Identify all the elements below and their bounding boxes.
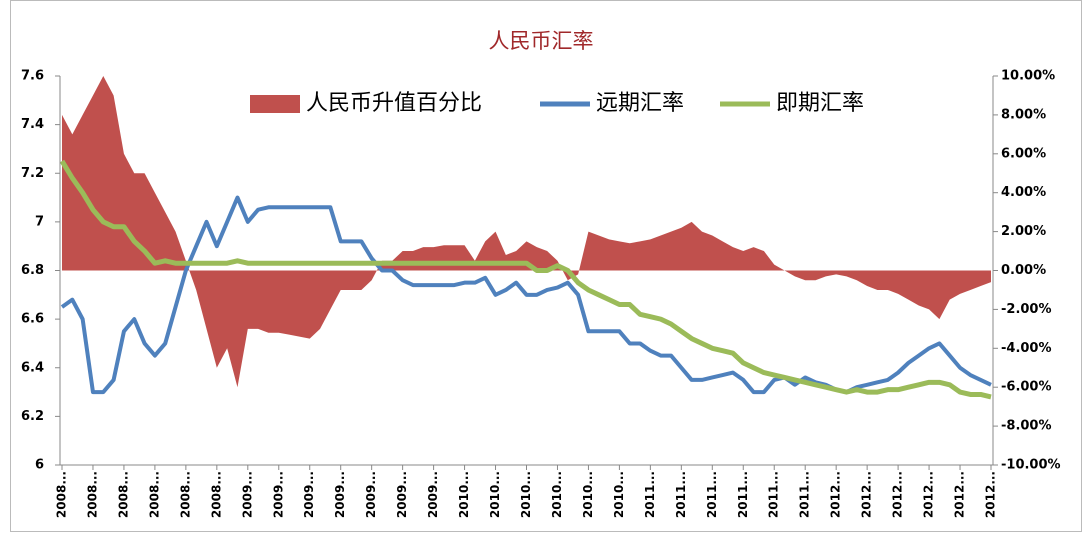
y-tick-label: 6.2 xyxy=(21,409,44,424)
x-tick-label: 2008... xyxy=(147,471,161,518)
x-tick-label: 2011... xyxy=(674,471,688,518)
x-tick-label: 2012... xyxy=(984,471,998,518)
y2-tick-label: 4.00% xyxy=(1001,185,1046,200)
x-tick-label: 2009... xyxy=(426,471,440,518)
y-tick-label: 6.4 xyxy=(21,360,44,375)
y2-tick-label: -8.00% xyxy=(1001,419,1052,434)
y2-tick-label: 2.00% xyxy=(1001,224,1046,239)
x-tick-label: 2011... xyxy=(736,471,750,518)
y2-tick-label: -10.00% xyxy=(1001,458,1061,473)
x-tick-label: 2009... xyxy=(240,471,254,518)
y-tick-label: 6 xyxy=(35,458,44,473)
y2-tick-label: 6.00% xyxy=(1001,146,1046,161)
y-tick-label: 7.6 xyxy=(21,69,44,84)
x-tick-label: 2008... xyxy=(85,471,99,518)
legend-swatch xyxy=(250,95,300,113)
line xyxy=(59,159,992,400)
y-tick-label: 7.4 xyxy=(21,117,44,132)
y2-tick-label: -4.00% xyxy=(1001,341,1052,356)
x-tick-label: 2009... xyxy=(364,471,378,518)
x-tick-label: 2010... xyxy=(612,471,626,518)
x-tick-label: 2012... xyxy=(953,471,967,518)
legend-label: 人民币升值百分比 xyxy=(306,91,482,116)
x-tick-label: 2011... xyxy=(643,471,657,518)
x-tick-label: 2009... xyxy=(333,471,347,518)
area xyxy=(62,76,991,388)
x-tick-label: 2010... xyxy=(457,471,471,518)
x-tick-label: 2008... xyxy=(178,471,192,518)
legend-label: 远期汇率 xyxy=(596,91,684,116)
x-tick-label: 2012... xyxy=(860,471,874,518)
x-tick-label: 2011... xyxy=(705,471,719,518)
x-tick-label: 2010... xyxy=(488,471,502,518)
y-tick-label: 7.2 xyxy=(21,166,44,181)
x-tick-label: 2012... xyxy=(829,471,843,518)
x-tick-label: 2010... xyxy=(550,471,564,518)
x-tick-label: 2009... xyxy=(395,471,409,518)
y2-tick-label: 10.00% xyxy=(1001,69,1055,84)
legend-label: 即期汇率 xyxy=(776,91,864,116)
y2-tick-label: 0.00% xyxy=(1001,263,1046,278)
x-tick-label: 2009... xyxy=(302,471,316,518)
y2-tick-label: -6.00% xyxy=(1001,380,1052,395)
y2-tick-label: 8.00% xyxy=(1001,107,1046,122)
x-tick-label: 2008... xyxy=(209,471,223,518)
y-tick-label: 6.8 xyxy=(21,263,44,278)
y-tick-label: 7 xyxy=(35,214,44,229)
x-tick-label: 2009... xyxy=(271,471,285,518)
x-tick-label: 2012... xyxy=(891,471,905,518)
x-tick-label: 2008... xyxy=(55,471,69,518)
y2-tick-label: -2.00% xyxy=(1001,302,1052,317)
x-tick-label: 2010... xyxy=(581,471,595,518)
x-tick-label: 2008... xyxy=(116,471,130,518)
x-tick-label: 2011... xyxy=(798,471,812,518)
x-tick-label: 2010... xyxy=(519,471,533,518)
chart-title: 人民币汇率 xyxy=(489,29,594,53)
x-tick-label: 2012... xyxy=(922,471,936,518)
y-tick-label: 6.6 xyxy=(21,312,44,327)
x-tick-label: 2011... xyxy=(767,471,781,518)
